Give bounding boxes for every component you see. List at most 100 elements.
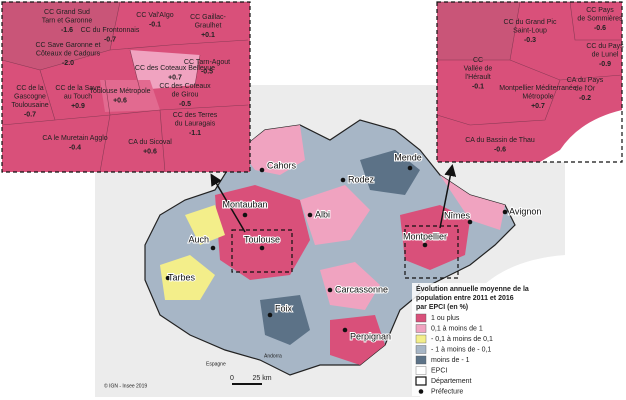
epci-name: CC de la xyxy=(16,85,43,92)
epci-name: CA du Sicoval xyxy=(128,139,172,146)
area xyxy=(300,185,370,245)
epci-value: -0.6 xyxy=(594,25,606,32)
epci-name: CC Val'Aïgo xyxy=(136,12,173,19)
scale-label: 25 km xyxy=(252,375,271,382)
epci-name: Tarn et Garonne xyxy=(42,17,93,24)
legend-label: 0,1 à moins de 1 xyxy=(431,325,483,332)
zoom-arrow xyxy=(210,173,246,233)
epci-value: +0.6 xyxy=(113,97,127,104)
prefecture-marker xyxy=(467,219,473,225)
area xyxy=(260,295,310,345)
area xyxy=(360,150,420,195)
epci-name: CC du Pays xyxy=(586,43,624,50)
legend-title: Évolution annuelle moyenne de la xyxy=(416,284,529,293)
epci-name: du Lauragais xyxy=(175,120,216,127)
prefecture-marker xyxy=(242,212,248,218)
inset-frame xyxy=(436,1,623,163)
epci-name: Gascogne xyxy=(14,93,46,100)
epci-name: de l'Or xyxy=(575,85,596,92)
city-label: Auch xyxy=(188,234,209,244)
area xyxy=(2,2,120,70)
epci-name: CC des Coteaux Bellevue xyxy=(135,65,215,72)
legend-swatch xyxy=(418,389,424,394)
prefecture-marker xyxy=(342,327,348,333)
epci-name: CC Gaillac- xyxy=(190,14,226,21)
prefecture-marker xyxy=(407,165,413,171)
epci-name: CC des Terres xyxy=(173,112,218,119)
epci-value: -0.1 xyxy=(149,21,161,28)
prefecture-marker xyxy=(307,212,313,218)
prefecture-marker xyxy=(327,287,333,293)
city-label: Perpignan xyxy=(350,331,391,341)
epci-name: Toulousaine xyxy=(11,102,48,109)
epci-value: -0.7 xyxy=(104,36,116,43)
inset-frame xyxy=(1,1,251,173)
epci-name: de Sommières xyxy=(577,15,623,22)
legend-background xyxy=(412,283,560,396)
city-label: Foix xyxy=(275,303,293,313)
epci-value: -0.4 xyxy=(69,144,81,151)
legend-swatch xyxy=(415,376,427,386)
epci-name: Graulhet xyxy=(195,22,222,29)
city-label: Toulouse xyxy=(244,234,280,244)
epci-name: CA du Bassin de Thau xyxy=(465,137,535,144)
legend-title: par EPCI (en %) xyxy=(416,304,468,311)
epci-name: CC Save Garonne et xyxy=(36,42,101,49)
epci-value: -0.2 xyxy=(579,95,591,102)
sea xyxy=(540,110,622,162)
area xyxy=(320,262,380,310)
country-label: Andorra xyxy=(264,353,282,359)
area xyxy=(330,315,385,365)
prefecture-marker xyxy=(210,245,216,251)
city-label: Rodez xyxy=(348,174,375,184)
legend-swatch xyxy=(415,355,427,365)
epci-name: CC du Grand Pic xyxy=(504,19,557,26)
epci-value: +0.9 xyxy=(71,103,85,110)
zoom-arrow xyxy=(439,164,457,229)
epci-value: -0.3 xyxy=(524,37,536,44)
city-label: Montauban xyxy=(222,199,267,209)
prefecture-marker xyxy=(340,177,346,183)
prefecture-marker xyxy=(422,242,428,248)
legend-swatch xyxy=(415,313,427,323)
area xyxy=(440,175,505,230)
country-label: Espagne xyxy=(206,361,226,367)
epci-name: Métropole xyxy=(522,93,553,100)
area xyxy=(215,185,310,280)
scale-label: 0 xyxy=(230,375,234,382)
prefecture-marker xyxy=(165,275,171,281)
city-label: Tarbes xyxy=(168,272,196,282)
epci-name: CC du Frontonnais xyxy=(81,27,140,34)
epci-value: -0.5 xyxy=(201,68,213,75)
epci-value: +0.1 xyxy=(201,32,215,39)
region-outline xyxy=(144,119,516,376)
credit: © IGN - Insee 2019 xyxy=(104,382,147,389)
legend: Évolution annuelle moyenne de la populati… xyxy=(412,283,560,396)
epci-value: +0.7 xyxy=(531,103,545,110)
epci-name: de Girou xyxy=(172,91,199,98)
area xyxy=(185,205,225,245)
legend-swatch xyxy=(415,334,427,344)
area xyxy=(100,80,160,112)
epci-name: Montpellier Méditerranée xyxy=(499,85,577,92)
legend-swatch xyxy=(415,345,427,354)
epci-name: CC des Coteaux xyxy=(159,83,211,90)
epci-name: CC Grand Sud xyxy=(44,9,90,16)
city-label: Albi xyxy=(315,209,330,219)
legend-label: - 1 à moins de - 0,1 xyxy=(431,346,491,353)
epci-value: -1.6 xyxy=(61,27,73,34)
legend-swatch xyxy=(415,366,427,375)
left-inset xyxy=(1,1,251,173)
city-label: Carcassonne xyxy=(335,284,388,294)
prefecture-marker xyxy=(502,209,508,215)
city-label: Nîmes xyxy=(444,210,471,220)
epci-name: Toulouse Métropole xyxy=(89,88,150,95)
epci-value: -1.1 xyxy=(189,130,201,137)
epci-value: +0.6 xyxy=(143,148,157,155)
epci-value: -0.6 xyxy=(494,146,506,153)
legend-label: - 0,1 à moins de 0,1 xyxy=(431,336,493,343)
area xyxy=(437,2,520,60)
legend-title: population entre 2011 et 2016 xyxy=(416,295,514,302)
